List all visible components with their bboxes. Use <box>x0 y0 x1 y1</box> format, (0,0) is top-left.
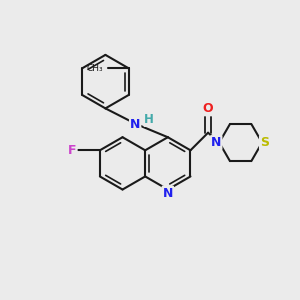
Text: F: F <box>68 144 76 157</box>
Text: N: N <box>130 118 140 131</box>
Text: H: H <box>144 113 154 126</box>
Text: S: S <box>260 136 269 149</box>
Text: CH₃: CH₃ <box>87 64 103 73</box>
Text: O: O <box>203 102 213 115</box>
Text: N: N <box>163 187 173 200</box>
Text: N: N <box>211 136 221 149</box>
